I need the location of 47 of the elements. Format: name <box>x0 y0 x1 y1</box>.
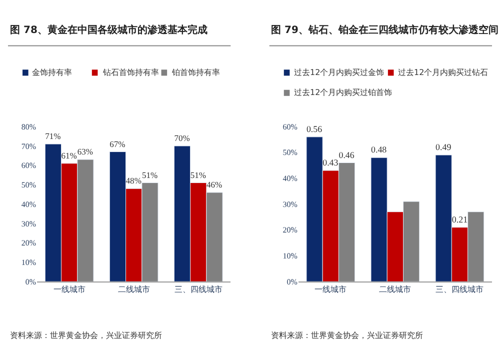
y-tick-label: 30% <box>282 200 298 209</box>
y-tick-label: 50% <box>21 180 36 190</box>
data-label: 63% <box>77 146 94 157</box>
y-tick-label: 20% <box>21 238 36 248</box>
y-tick-label: 80% <box>21 122 36 132</box>
data-label: 0.56 <box>306 124 323 134</box>
data-label: 0.46 <box>338 150 355 160</box>
y-tick-label: 0% <box>286 277 298 286</box>
legend-label: 过去12个月内购买过铂首饰 <box>294 88 392 97</box>
data-label: 0.49 <box>436 142 452 152</box>
chart-title: 图 78、黄金在中国各级城市的渗透基本完成 <box>10 24 208 36</box>
y-tick-label: 50% <box>282 148 298 158</box>
x-tick-label: 二线城市 <box>379 285 412 294</box>
data-label: 0.43 <box>322 158 339 168</box>
data-label: 0.21 <box>452 214 468 224</box>
legend-label: 钻石首饰持有率 <box>102 68 159 77</box>
x-tick-label: 三、四线城市 <box>174 285 222 294</box>
data-label: 0.48 <box>371 144 388 155</box>
y-tick-label: 60% <box>282 122 298 132</box>
legend-label: 过去12个月内购买过钻石 <box>398 68 488 77</box>
text: 资料来源：世界黄金协会，兴业证券研究所 <box>10 331 162 340</box>
y-tick-label: 60% <box>21 161 36 170</box>
y-tick-label: 10% <box>21 258 36 268</box>
x-tick-label: 一线城市 <box>314 285 347 294</box>
text: 资料来源：世界黄金协会，兴业证券研究所 <box>271 331 423 340</box>
data-label: 70% <box>174 133 190 144</box>
y-tick-label: 40% <box>282 174 298 184</box>
x-tick-label: 三、四线城市 <box>436 285 484 294</box>
legend-label: 金饰持有率 <box>32 68 72 77</box>
data-label: 48% <box>126 176 142 186</box>
x-tick-label: 二线城市 <box>118 285 150 294</box>
y-tick-label: 10% <box>282 252 298 261</box>
x-tick-label: 一线城市 <box>53 285 86 294</box>
data-label: 51% <box>142 170 158 180</box>
y-tick-label: 20% <box>282 226 298 235</box>
y-tick-label: 40% <box>21 200 36 209</box>
data-label: 61% <box>61 150 77 160</box>
y-tick-label: 70% <box>21 142 36 151</box>
data-label: 67% <box>110 138 126 149</box>
chart-title: 图 79、钻石、铂金在三四线城市仍有较大渗透空间 <box>271 24 498 36</box>
legend-label: 铂首饰持有率 <box>171 68 220 77</box>
data-label: 51% <box>190 170 206 180</box>
y-tick-label: 30% <box>21 219 36 228</box>
data-label: 46% <box>206 180 222 190</box>
data-label: 71% <box>45 131 61 142</box>
legend-label: 过去12个月内购买过金饰 <box>294 68 384 77</box>
y-tick-label: 0% <box>25 277 36 286</box>
